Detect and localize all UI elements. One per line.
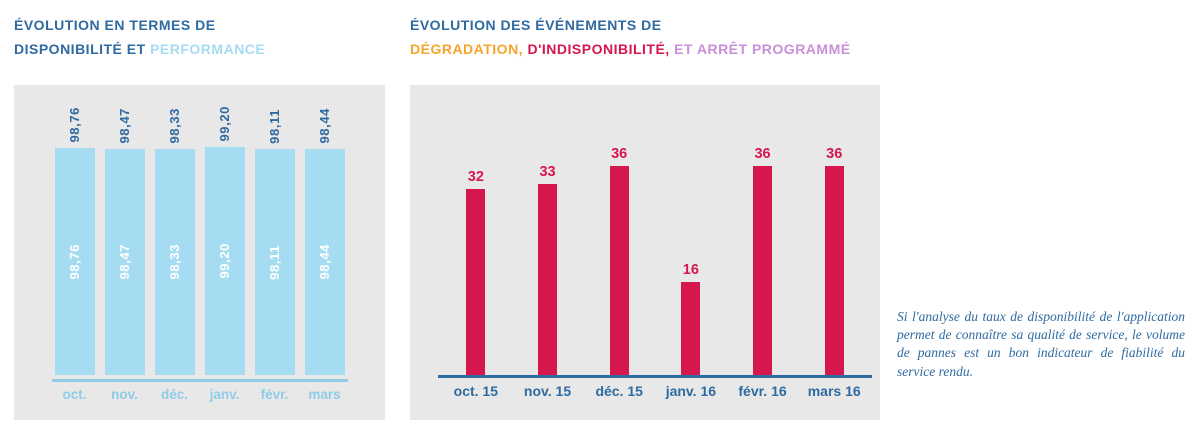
availability-bar: 98,11 xyxy=(254,149,295,375)
x-axis-label: févr. 16 xyxy=(738,383,787,399)
events-bar xyxy=(466,189,486,375)
x-axis-label: janv. 16 xyxy=(665,383,717,399)
x-axis-label: oct. xyxy=(62,387,87,402)
left-title-line2-dark: DISPONIBILITÉ ET xyxy=(14,41,151,57)
availability-bar-column: 98,76 98,76 xyxy=(54,107,95,375)
right-title-arret-programme: ET ARRÊT PROGRAMMÉ xyxy=(674,41,851,57)
events-x-axis-line xyxy=(438,375,872,378)
availability-bar-column: 98,47 98,47 xyxy=(104,108,145,375)
x-axis-label: févr. xyxy=(260,387,289,402)
x-axis-label: nov. 15 xyxy=(523,383,572,399)
events-bar-column: 16 xyxy=(655,262,727,375)
x-axis-label: oct. 15 xyxy=(453,383,499,399)
x-axis-label: janv. xyxy=(209,387,240,402)
bar-value-label-inside: 98,76 xyxy=(67,243,82,280)
events-bar-column: 36 xyxy=(727,146,799,375)
events-bar xyxy=(824,166,844,375)
availability-bar: 99,20 xyxy=(204,147,245,375)
availability-x-axis-line xyxy=(51,379,348,382)
availability-bar-column: 98,11 98,11 xyxy=(254,109,295,375)
left-title-line1: ÉVOLUTION EN TERMES DE xyxy=(14,17,216,33)
bar-value-label: 32 xyxy=(467,169,484,185)
x-axis-label: mars 16 xyxy=(807,383,861,399)
right-title-degradation: DÉGRADATION, xyxy=(410,41,528,57)
availability-chart-panel: 98,76 98,76 98,47 98,47 98,33 98,33 99,20 99,20… xyxy=(14,85,385,420)
events-chart-panel: 32 33 36 16 36 36 oct. 15 nov. 15 déc. 15 janv. … xyxy=(410,85,880,420)
events-bar-column: 33 xyxy=(512,164,584,375)
bar-value-label-inside: 99,20 xyxy=(217,243,232,279)
bar-value-label-inside: 98,11 xyxy=(267,244,282,280)
availability-bars-area: 98,76 98,76 98,47 98,47 98,33 98,33 99,20 99,20… xyxy=(14,85,385,375)
bar-value-label-top: 98,47 xyxy=(117,108,132,144)
left-chart-title: ÉVOLUTION EN TERMES DE DISPONIBILITÉ ET … xyxy=(14,13,265,61)
bar-value-label: 16 xyxy=(682,262,699,278)
events-bar-column: 32 xyxy=(440,169,512,375)
bar-value-label-top: 98,76 xyxy=(67,107,82,143)
bar-value-label-top: 98,33 xyxy=(167,108,182,144)
bar-value-label-inside: 98,47 xyxy=(117,244,132,280)
left-title-line2-light: PERFORMANCE xyxy=(150,41,266,57)
availability-bar: 98,76 xyxy=(54,148,95,375)
bar-value-label: 36 xyxy=(754,146,771,162)
events-bar xyxy=(681,282,701,375)
bar-value-label-top: 98,44 xyxy=(317,108,332,144)
events-bar-column: 36 xyxy=(798,146,870,375)
bar-value-label: 36 xyxy=(611,146,628,162)
availability-bar-column: 98,44 98,44 xyxy=(304,108,345,375)
availability-bar-column: 99,20 99,20 xyxy=(204,106,245,375)
availability-bar: 98,44 xyxy=(304,149,345,375)
right-title-line1: ÉVOLUTION DES ÉVÉNEMENTS DE xyxy=(410,17,662,33)
availability-x-labels-row: oct. nov. déc. janv. févr. mars xyxy=(14,387,385,402)
events-bar xyxy=(609,166,629,375)
availability-bar: 98,33 xyxy=(154,149,195,375)
events-x-labels-row: oct. 15 nov. 15 déc. 15 janv. 16 févr. 16 mar… xyxy=(440,383,870,399)
events-bar xyxy=(753,166,773,375)
right-chart-title: ÉVOLUTION DES ÉVÉNEMENTS DE DÉGRADATION,… xyxy=(410,13,851,61)
x-axis-label: nov. xyxy=(111,387,138,402)
availability-bar: 98,47 xyxy=(104,149,145,375)
x-axis-label: déc. xyxy=(160,387,188,402)
right-title-indisponibilite: D'INDISPONIBILITÉ, xyxy=(527,41,675,57)
bar-value-label: 33 xyxy=(539,164,556,180)
events-bar-column: 36 xyxy=(583,146,655,375)
bar-value-label-top: 99,20 xyxy=(217,106,232,142)
events-bars-area: 32 33 36 16 36 36 xyxy=(440,85,870,375)
availability-bar-column: 98,33 98,33 xyxy=(154,108,195,375)
bar-value-label-inside: 98,33 xyxy=(167,244,182,280)
events-bar xyxy=(538,184,557,375)
bar-value-label-inside: 98,44 xyxy=(317,244,332,280)
x-axis-label: mars xyxy=(308,387,341,402)
bar-value-label: 36 xyxy=(826,146,843,162)
analysis-note: Si l'analyse du taux de disponibilité de… xyxy=(897,309,1185,379)
bar-value-label-top: 98,11 xyxy=(267,109,282,144)
x-axis-label: déc. 15 xyxy=(595,383,643,399)
